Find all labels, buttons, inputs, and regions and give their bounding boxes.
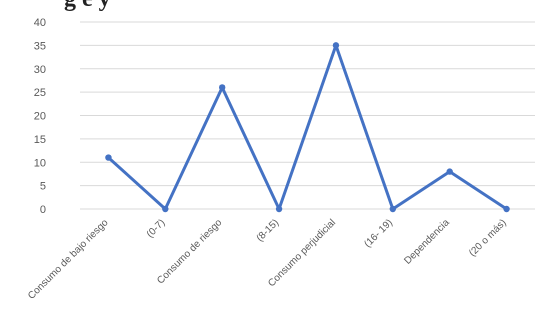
data-point-1	[162, 205, 169, 213]
data-point-3	[275, 205, 283, 213]
data-point-6	[446, 168, 453, 175]
y-tick-label-5: 25	[34, 87, 46, 99]
x-tick-label-2: Consumo de riesgo	[155, 217, 224, 286]
grid-lines	[80, 21, 535, 210]
data-point-0	[105, 154, 112, 161]
series-line-0	[106, 43, 509, 211]
y-tick-label-2: 10	[34, 157, 46, 169]
x-axis-ticks: Consumo de bajo riesgo (0-7)Consumo de ri…	[26, 217, 509, 302]
data-point-5	[389, 205, 397, 213]
y-tick-label-7: 35	[34, 40, 46, 52]
data-point-7	[503, 205, 510, 213]
x-tick-label-0: Consumo de bajo riesgo	[26, 217, 111, 302]
y-tick-label-0: 0	[40, 204, 46, 216]
series-layer	[105, 42, 510, 213]
y-tick-label-6: 30	[34, 64, 46, 76]
x-tick-label-3: (8-15)	[255, 217, 282, 244]
y-tick-label-1: 5	[40, 181, 46, 193]
y-axis-ticks: 0 5 10 15 20 25 30 35 40	[34, 17, 46, 216]
x-tick-label-7: (20 o más)	[467, 217, 509, 259]
y-tick-label-3: 15	[34, 134, 46, 146]
cropped-heading-text: g e y	[64, 0, 111, 13]
y-tick-label-4: 20	[34, 111, 46, 123]
x-tick-label-6: Dependencia	[402, 217, 452, 267]
data-point-4	[332, 42, 340, 49]
data-point-2	[218, 84, 226, 91]
y-tick-label-8: 40	[34, 17, 46, 29]
x-tick-label-5: (16- 19)	[362, 217, 395, 250]
x-tick-label-1: (0-7)	[145, 217, 168, 240]
